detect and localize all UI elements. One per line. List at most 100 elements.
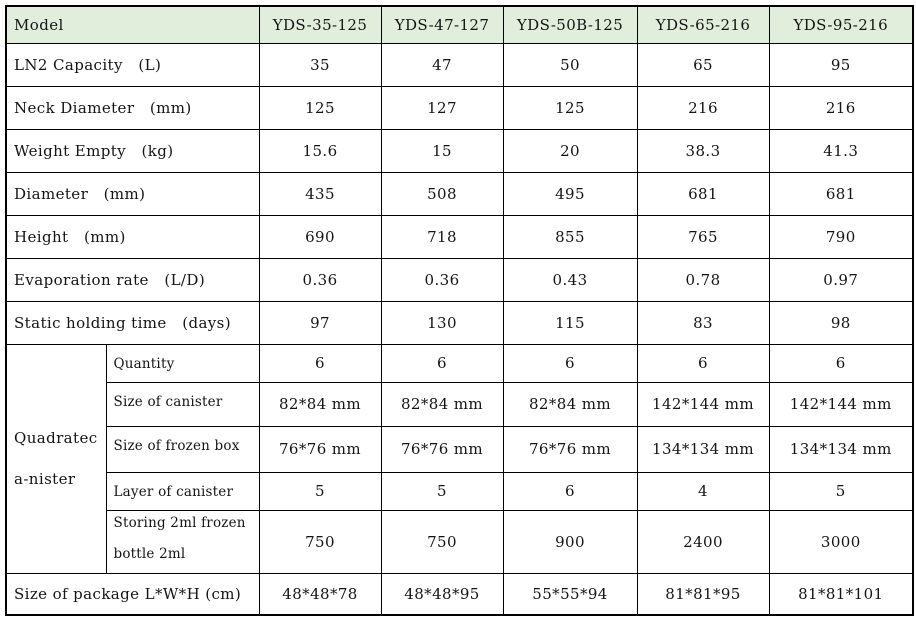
cell-value: 6 — [502, 343, 638, 383]
cell-value: 65 — [636, 42, 770, 87]
sub-row-label: Storing 2ml frozen bottle 2ml — [105, 509, 260, 574]
cell-value: 6 — [768, 343, 914, 383]
row-label: Evaporation rate (L/D) — [5, 257, 260, 302]
group-label-line1: Quadratec — [14, 429, 98, 447]
cell-value: 681 — [768, 171, 914, 216]
table-row-size-of-canister: Size of canister 82*84 mm 82*84 mm 82*84… — [6, 381, 914, 427]
cell-value: 0.43 — [502, 257, 638, 302]
header-model-cell: Model — [5, 5, 260, 44]
group-label-line2: a-nister — [14, 470, 76, 488]
cell-value: 495 — [502, 171, 638, 216]
cell-value: 2400 — [636, 509, 770, 574]
cell-value: 48*48*95 — [380, 572, 504, 616]
table-row-ln2-capacity: LN2 Capacity (L) 35 47 50 65 95 — [5, 42, 914, 87]
sub-row-label: Size of frozen box — [105, 425, 260, 473]
cell-value: 95 — [768, 42, 914, 87]
cell-value: 48*48*78 — [258, 572, 382, 616]
cell-value: 98 — [768, 300, 914, 345]
cell-value: 508 — [380, 171, 504, 216]
cell-value: 0.36 — [380, 257, 504, 302]
cell-value: 765 — [636, 214, 770, 259]
cell-value: 38.3 — [636, 128, 770, 173]
table-row-size-of-package: Size of package L*W*H (cm) 48*48*78 48*4… — [5, 572, 914, 616]
cell-value: 82*84 mm — [502, 381, 638, 427]
cell-value: 47 — [380, 42, 504, 87]
sub-row-label-line1: Storing 2ml frozen — [113, 514, 246, 531]
row-label: Weight Empty (kg) — [5, 128, 260, 173]
cell-value: 82*84 mm — [380, 381, 504, 427]
table-row-static-holding-time: Static holding time (days) 97 130 115 83… — [5, 300, 914, 345]
cell-value: 790 — [768, 214, 914, 259]
table-row-quantity: Quadratec a-nister Quantity 6 6 6 6 6 — [5, 343, 914, 574]
cell-value: 115 — [502, 300, 638, 345]
table-row-diameter: Diameter (mm) 435 508 495 681 681 — [5, 171, 914, 216]
cell-value: 81*81*95 — [636, 572, 770, 616]
cell-value: 900 — [502, 509, 638, 574]
header-col-2: YDS-47-127 — [380, 5, 504, 44]
cell-value: 750 — [380, 509, 504, 574]
group-label-quadratec-canister: Quadratec a-nister — [5, 343, 107, 574]
cell-value: 6 — [258, 343, 382, 383]
table-row-layer-of-canister: Layer of canister 5 5 6 4 5 — [6, 471, 914, 511]
cell-value: 6 — [380, 343, 504, 383]
table-row-size-of-frozen-box: Size of frozen box 76*76 mm 76*76 mm 76*… — [6, 425, 914, 473]
row-label: Diameter (mm) — [5, 171, 260, 216]
spec-table: Model YDS-35-125 YDS-47-127 YDS-50B-125 … — [5, 5, 915, 616]
cell-value: 690 — [258, 214, 382, 259]
cell-value: 15 — [380, 128, 504, 173]
cell-value: 125 — [258, 85, 382, 130]
header-col-5: YDS-95-216 — [768, 5, 914, 44]
cell-value: 5 — [768, 471, 914, 511]
cell-value: 750 — [258, 509, 382, 574]
cell-value: 127 — [380, 85, 504, 130]
cell-value: 3000 — [768, 509, 914, 574]
cell-value: 76*76 mm — [380, 425, 504, 473]
cell-value: 216 — [768, 85, 914, 130]
cell-value: 681 — [636, 171, 770, 216]
cell-value: 20 — [502, 128, 638, 173]
cell-value: 0.97 — [768, 257, 914, 302]
cell-value: 41.3 — [768, 128, 914, 173]
cell-value: 5 — [258, 471, 382, 511]
cell-value: 82*84 mm — [258, 381, 382, 427]
cell-value: 0.36 — [258, 257, 382, 302]
cell-value: 142*144 mm — [636, 381, 770, 427]
cell-value: 216 — [636, 85, 770, 130]
cell-value: 6 — [502, 471, 638, 511]
cell-value: 83 — [636, 300, 770, 345]
cell-value: 4 — [636, 471, 770, 511]
cell-value: 142*144 mm — [768, 381, 914, 427]
table-row-evaporation-rate: Evaporation rate (L/D) 0.36 0.36 0.43 0.… — [5, 257, 914, 302]
cell-value: 35 — [258, 42, 382, 87]
table-row-weight-empty: Weight Empty (kg) 15.6 15 20 38.3 41.3 — [5, 128, 914, 173]
cell-value: 718 — [380, 214, 504, 259]
cell-value: 855 — [502, 214, 638, 259]
header-col-1: YDS-35-125 — [258, 5, 382, 44]
row-label: Size of package L*W*H (cm) — [5, 572, 260, 616]
row-label: Static holding time (days) — [5, 300, 260, 345]
row-label: LN2 Capacity (L) — [5, 42, 260, 87]
row-label: Neck Diameter (mm) — [5, 85, 260, 130]
sub-row-label: Quantity — [105, 343, 260, 383]
cell-value: 81*81*101 — [768, 572, 914, 616]
table-row-neck-diameter: Neck Diameter (mm) 125 127 125 216 216 — [5, 85, 914, 130]
row-label: Height (mm) — [5, 214, 260, 259]
cell-value: 97 — [258, 300, 382, 345]
header-row: Model YDS-35-125 YDS-47-127 YDS-50B-125 … — [5, 5, 914, 44]
cell-value: 76*76 mm — [258, 425, 382, 473]
cell-value: 435 — [258, 171, 382, 216]
cell-value: 134*134 mm — [768, 425, 914, 473]
cell-value: 50 — [502, 42, 638, 87]
cell-value: 125 — [502, 85, 638, 130]
sub-row-label: Layer of canister — [105, 471, 260, 511]
cell-value: 15.6 — [258, 128, 382, 173]
sub-row-label: Size of canister — [105, 381, 260, 427]
cell-value: 76*76 mm — [502, 425, 638, 473]
cell-value: 134*134 mm — [636, 425, 770, 473]
cell-value: 130 — [380, 300, 504, 345]
cell-value: 0.78 — [636, 257, 770, 302]
cell-value: 6 — [636, 343, 770, 383]
cell-value: 5 — [380, 471, 504, 511]
header-col-4: YDS-65-216 — [636, 5, 770, 44]
